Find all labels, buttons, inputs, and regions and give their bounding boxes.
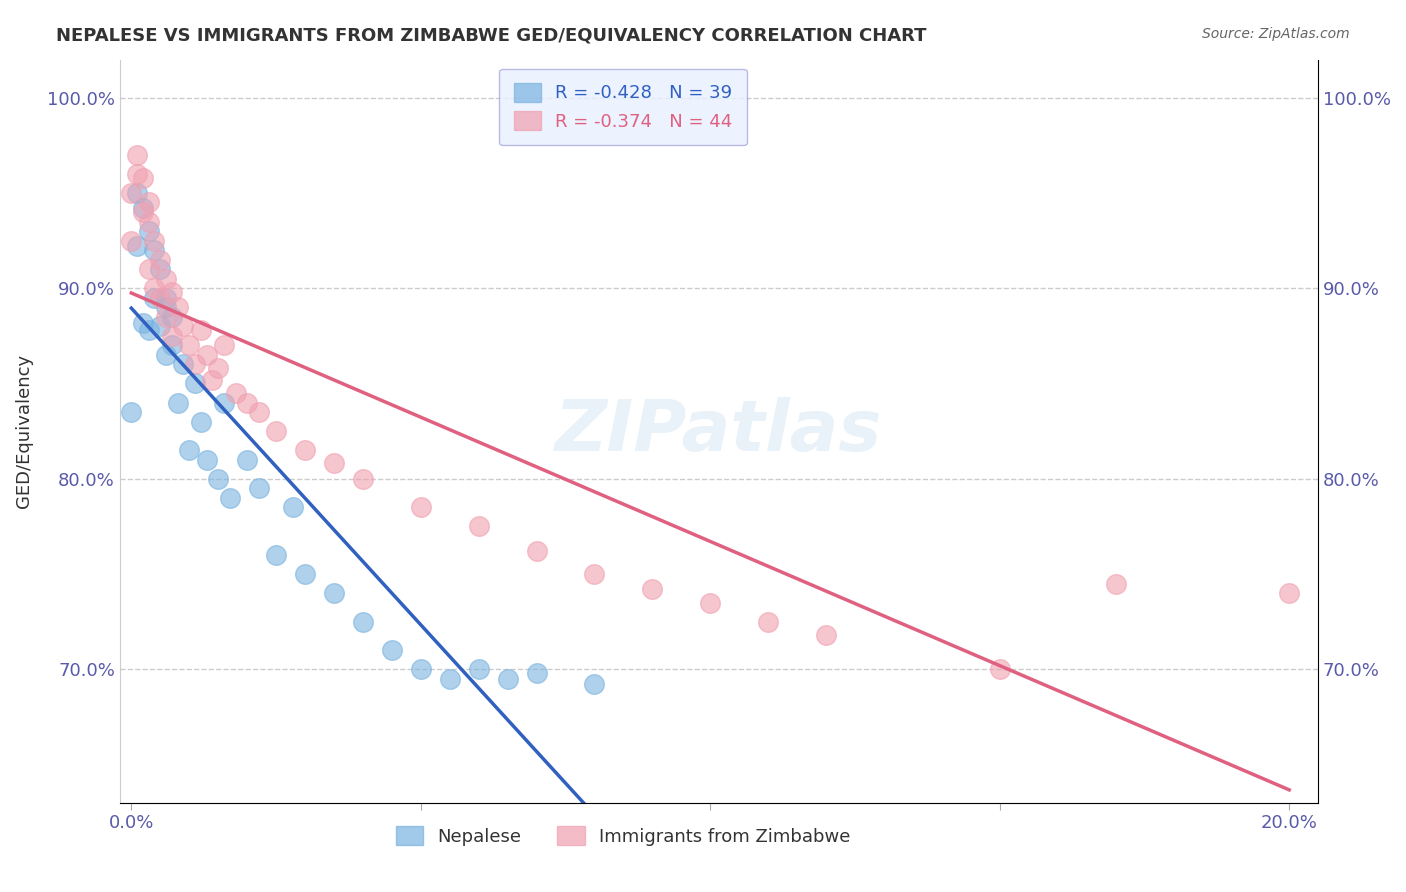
- Nepalese: [184, 376, 207, 391]
- Nepalese: [218, 491, 240, 505]
- Immigrants from Zimbabwe: [641, 582, 664, 597]
- Nepalese: [155, 300, 177, 314]
- Immigrants from Zimbabwe: [467, 519, 489, 533]
- Immigrants from Zimbabwe: [149, 252, 172, 267]
- Nepalese: [207, 472, 229, 486]
- Immigrants from Zimbabwe: [120, 234, 142, 248]
- Immigrants from Zimbabwe: [132, 205, 155, 219]
- Immigrants from Zimbabwe: [195, 348, 218, 362]
- Immigrants from Zimbabwe: [352, 472, 374, 486]
- Immigrants from Zimbabwe: [190, 323, 212, 337]
- Immigrants from Zimbabwe: [1104, 576, 1126, 591]
- Immigrants from Zimbabwe: [526, 544, 548, 558]
- Nepalese: [212, 395, 235, 409]
- Immigrants from Zimbabwe: [138, 195, 160, 210]
- Nepalese: [155, 291, 177, 305]
- Immigrants from Zimbabwe: [225, 386, 247, 401]
- Immigrants from Zimbabwe: [149, 291, 172, 305]
- Immigrants from Zimbabwe: [127, 148, 149, 162]
- Nepalese: [120, 405, 142, 419]
- Immigrants from Zimbabwe: [699, 596, 721, 610]
- Nepalese: [155, 348, 177, 362]
- Immigrants from Zimbabwe: [409, 500, 432, 515]
- Immigrants from Zimbabwe: [120, 186, 142, 200]
- Immigrants from Zimbabwe: [236, 395, 259, 409]
- Nepalese: [409, 662, 432, 676]
- Legend: R = -0.428   N = 39, R = -0.374   N = 44: R = -0.428 N = 39, R = -0.374 N = 44: [499, 69, 747, 145]
- Immigrants from Zimbabwe: [138, 262, 160, 277]
- Nepalese: [381, 643, 404, 657]
- Text: NEPALESE VS IMMIGRANTS FROM ZIMBABWE GED/EQUIVALENCY CORRELATION CHART: NEPALESE VS IMMIGRANTS FROM ZIMBABWE GED…: [56, 27, 927, 45]
- Immigrants from Zimbabwe: [166, 300, 188, 314]
- Nepalese: [149, 319, 172, 334]
- Immigrants from Zimbabwe: [1278, 586, 1301, 600]
- Immigrants from Zimbabwe: [179, 338, 201, 352]
- Nepalese: [583, 677, 606, 691]
- Immigrants from Zimbabwe: [160, 285, 183, 299]
- Nepalese: [294, 566, 316, 581]
- Immigrants from Zimbabwe: [143, 234, 166, 248]
- Nepalese: [467, 662, 489, 676]
- Nepalese: [143, 291, 166, 305]
- Nepalese: [160, 310, 183, 324]
- Immigrants from Zimbabwe: [988, 662, 1011, 676]
- Immigrants from Zimbabwe: [160, 329, 183, 343]
- Nepalese: [138, 224, 160, 238]
- Nepalese: [236, 452, 259, 467]
- Nepalese: [127, 239, 149, 253]
- Nepalese: [496, 672, 519, 686]
- Nepalese: [149, 262, 172, 277]
- Nepalese: [526, 666, 548, 681]
- Text: Source: ZipAtlas.com: Source: ZipAtlas.com: [1202, 27, 1350, 41]
- Immigrants from Zimbabwe: [323, 457, 346, 471]
- Immigrants from Zimbabwe: [155, 271, 177, 285]
- Nepalese: [247, 481, 270, 495]
- Immigrants from Zimbabwe: [172, 319, 194, 334]
- Nepalese: [195, 452, 218, 467]
- Nepalese: [190, 415, 212, 429]
- Y-axis label: GED/Equivalency: GED/Equivalency: [15, 354, 32, 508]
- Immigrants from Zimbabwe: [127, 167, 149, 181]
- Immigrants from Zimbabwe: [207, 361, 229, 376]
- Immigrants from Zimbabwe: [264, 424, 287, 438]
- Immigrants from Zimbabwe: [138, 214, 160, 228]
- Nepalese: [127, 186, 149, 200]
- Immigrants from Zimbabwe: [155, 310, 177, 324]
- Immigrants from Zimbabwe: [132, 170, 155, 185]
- Immigrants from Zimbabwe: [294, 443, 316, 458]
- Nepalese: [132, 316, 155, 330]
- Immigrants from Zimbabwe: [143, 281, 166, 295]
- Nepalese: [323, 586, 346, 600]
- Nepalese: [143, 243, 166, 257]
- Nepalese: [172, 358, 194, 372]
- Text: ZIPatlas: ZIPatlas: [555, 397, 883, 466]
- Immigrants from Zimbabwe: [756, 615, 779, 629]
- Nepalese: [264, 548, 287, 562]
- Immigrants from Zimbabwe: [247, 405, 270, 419]
- Nepalese: [160, 338, 183, 352]
- Nepalese: [179, 443, 201, 458]
- Immigrants from Zimbabwe: [184, 358, 207, 372]
- Immigrants from Zimbabwe: [583, 566, 606, 581]
- Nepalese: [166, 395, 188, 409]
- Immigrants from Zimbabwe: [815, 628, 838, 642]
- Nepalese: [352, 615, 374, 629]
- Nepalese: [283, 500, 305, 515]
- Nepalese: [138, 323, 160, 337]
- Nepalese: [439, 672, 461, 686]
- Immigrants from Zimbabwe: [212, 338, 235, 352]
- Nepalese: [132, 201, 155, 215]
- Immigrants from Zimbabwe: [201, 373, 224, 387]
